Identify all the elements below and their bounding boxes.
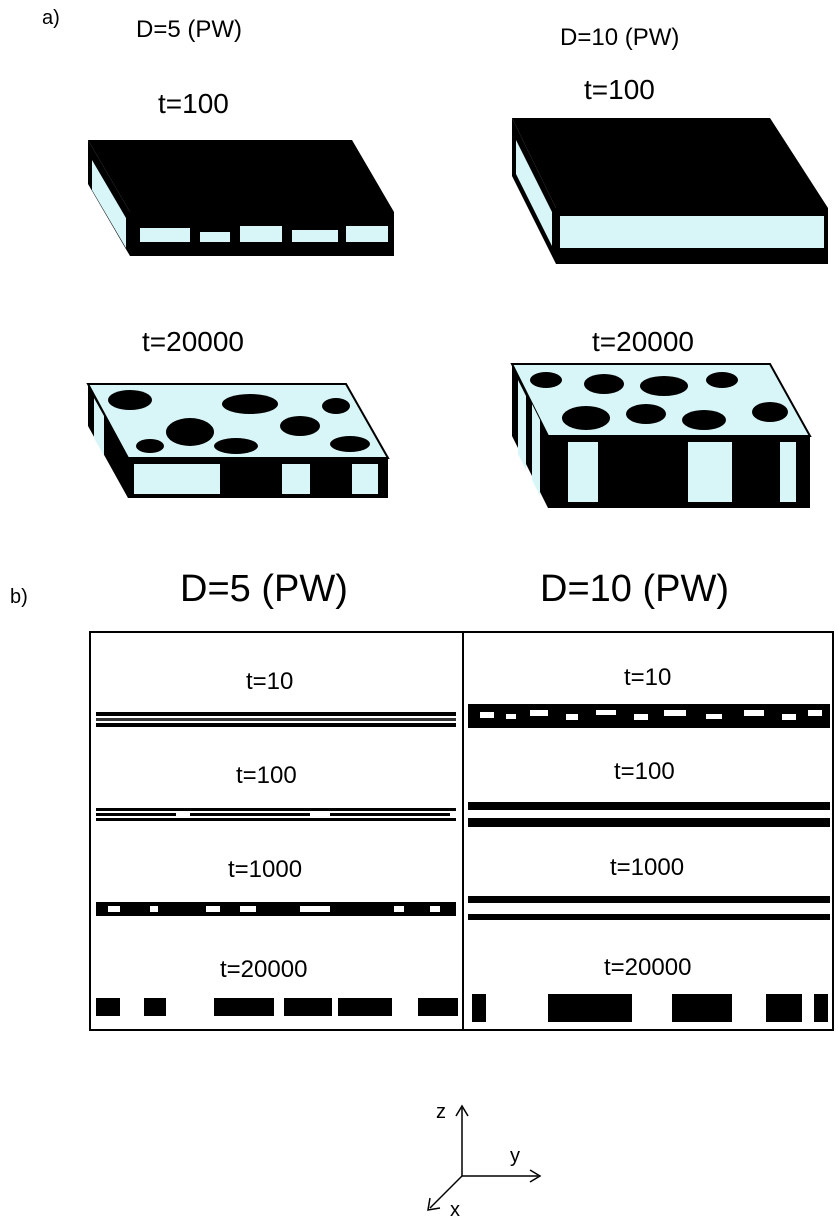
time-label-b-d10-t100: t=100 xyxy=(614,758,675,785)
z-arrow-icon xyxy=(455,1104,469,1117)
time-label-b-d5-t10: t=10 xyxy=(246,668,294,695)
x-arrow-icon xyxy=(427,1197,441,1211)
block-d5-t100 xyxy=(88,140,394,256)
time-label-b-d10-t20000: t=20000 xyxy=(604,954,692,981)
panel-b-header-d5: D=5 (PW) xyxy=(180,568,348,610)
axis-label-x: x xyxy=(450,1199,460,1221)
axis-label-z: z xyxy=(436,1101,446,1123)
panel-b-divider xyxy=(462,631,464,1031)
y-arrow-icon xyxy=(529,1169,542,1183)
panel-a-label: a) xyxy=(42,7,60,29)
time-label-b-d5-t20000: t=20000 xyxy=(220,956,308,983)
time-label-b-d5-t1000: t=1000 xyxy=(228,856,303,883)
block-d10-t100 xyxy=(512,118,828,264)
panel-a-blocks xyxy=(86,118,828,508)
panel-a-header-d10: D=10 (PW) xyxy=(560,24,680,51)
panel-a-header-d5: D=5 (PW) xyxy=(136,16,243,43)
block-d5-t20000 xyxy=(86,383,390,498)
time-label-b-d5-t100: t=100 xyxy=(236,762,297,789)
time-label-a-d5-t20000: t=20000 xyxy=(142,326,244,357)
block-d10-t20000 xyxy=(510,363,812,508)
time-label-b-d10-t1000: t=1000 xyxy=(610,854,685,881)
time-label-b-d10-t10: t=10 xyxy=(624,664,672,691)
time-label-a-d10-t20000: t=20000 xyxy=(592,326,694,357)
panel-b-label: b) xyxy=(10,586,28,608)
time-label-a-d10-t100: t=100 xyxy=(584,74,655,105)
panel-b-header-d10: D=10 (PW) xyxy=(540,568,729,610)
time-label-a-d5-t100: t=100 xyxy=(158,88,229,119)
axis-label-y: y xyxy=(510,1145,520,1167)
panel-b-frame xyxy=(89,631,834,1031)
